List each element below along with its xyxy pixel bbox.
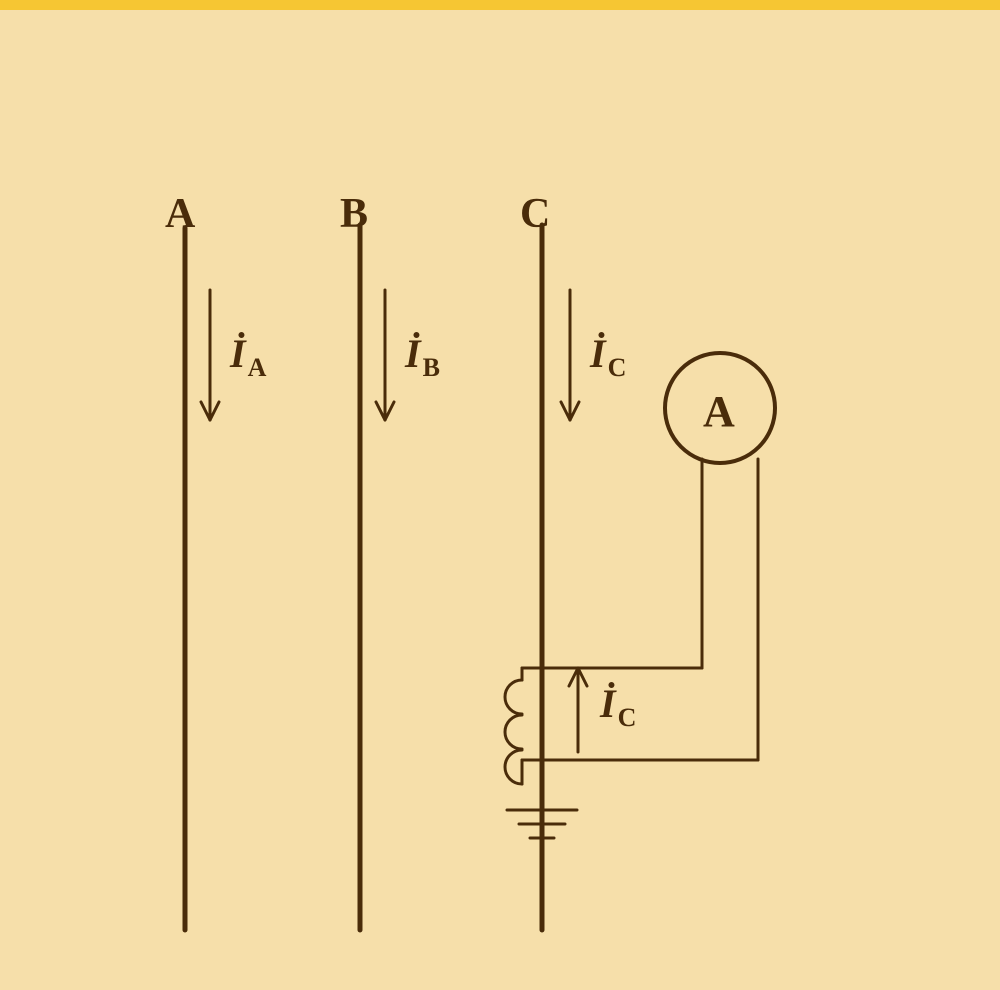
current-i-b: İ [405, 331, 421, 376]
current-sub-c: C [608, 353, 627, 382]
ct-current-i: İ [600, 681, 616, 726]
current-sub-a: A [248, 353, 267, 382]
current-label-b: İB [405, 330, 440, 383]
ct-current-sub: C [618, 703, 637, 732]
ammeter-label: A [703, 386, 735, 437]
current-i-c: İ [590, 331, 606, 376]
current-label-a: İA [230, 330, 266, 383]
current-i-a: İ [230, 331, 246, 376]
phase-label-c: C [520, 190, 550, 238]
current-sub-b: B [423, 353, 440, 382]
ct-current-label: İC [600, 680, 636, 733]
circuit-diagram [0, 0, 1000, 990]
phase-label-a: A [165, 190, 195, 238]
phase-label-b: B [340, 190, 368, 238]
current-label-c: İC [590, 330, 626, 383]
